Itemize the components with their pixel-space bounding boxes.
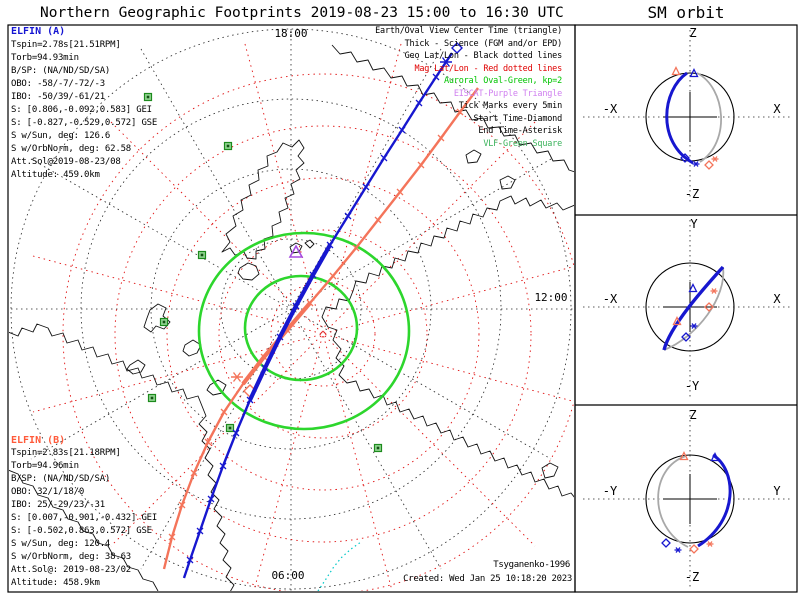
- legend-item: Mag Lat/Lon - Red dotted lines: [414, 64, 562, 74]
- elfin-b-param-line: S: [0.007,-0.901,-0.432] GEI: [11, 513, 158, 523]
- figure-title: Northern Geographic Footprints 2019-08-2…: [40, 5, 564, 21]
- eiscat-triangle-icon: [288, 244, 304, 258]
- time-label-06: 06:00: [271, 569, 305, 582]
- axis-label: -Y: [684, 379, 700, 393]
- axis-label: Y: [690, 217, 698, 231]
- legend-item: Thick - Science (FGM and/or EPD): [404, 39, 563, 49]
- elfin-b-param-line: S w/OrbNorm, deg: 38.63: [11, 552, 132, 562]
- legend-item: Start Time-Diamond: [473, 114, 562, 124]
- legend-item: EISCAT-Purple Triangle: [453, 89, 562, 99]
- elfin-b-tick-marks: [168, 108, 464, 541]
- elfin-a-start-diamond-icon: [451, 42, 463, 54]
- geo-grid: [9, 26, 574, 591]
- sm-orbit-panel-xz: [583, 30, 790, 205]
- axis-label: -X: [602, 102, 618, 116]
- elfin-b-param-line: Torb=94.96min: [11, 461, 79, 471]
- axis-label: X: [773, 102, 781, 116]
- elfin-b-param-line: B/SP: (NA/ND/SD/SA): [11, 474, 111, 484]
- elfin-a-param-line: B/SP: (NA/ND/SD/SA): [11, 66, 111, 76]
- elfin-a-param-line: IBO: -50/39/-61/21: [11, 92, 105, 102]
- axis-label: X: [773, 292, 781, 306]
- elfin-b-param-line: IBO: 25/-29/23/-31: [11, 500, 105, 510]
- elfin-a-param-line: Torb=94.93min: [11, 53, 79, 63]
- sm-orbit-panel-xy: [583, 220, 790, 398]
- elfin-a-param-line: S w/Sun, deg: 126.6: [11, 131, 111, 141]
- elfin-a-label: ELFIN (A): [11, 26, 66, 37]
- elfin-b-end-asterisk-icon: [231, 372, 243, 382]
- elfin-a-param-line: Altitude: 459.0km: [11, 170, 100, 180]
- elfin-a-end-asterisk-icon: [440, 57, 452, 67]
- legend-item: Auroral Oval-Green, kp=2: [443, 76, 562, 86]
- legend-item: Geo Lat/Lon - Black dotted lines: [404, 51, 563, 61]
- axis-label: -Z: [684, 187, 700, 201]
- elfin-b-param-line: OBO: 32/1/18/0: [11, 487, 85, 497]
- elfin-a-track: [182, 42, 463, 579]
- sm-orbit-title: SM orbit: [647, 3, 725, 22]
- vlf-station-squares: [143, 92, 383, 453]
- elfin-a-param-line: OBO: -58/-7/-72/-3: [11, 79, 105, 89]
- elfin-b-param-line: S w/Sun, deg: 120.4: [11, 539, 111, 549]
- sm-orbit-panel-yz: [583, 410, 790, 588]
- legend-item: Earth/Oval View Center Time (triangle): [375, 26, 562, 36]
- created-credit: Created: Wed Jan 25 10:18:20 2023: [403, 574, 572, 584]
- elfin-a-param-line: S: [-0.827,-0.529,0.572] GSE: [11, 118, 158, 128]
- axis-label: Y: [773, 484, 781, 498]
- auroral-oval: [197, 231, 411, 431]
- legend-item: End Time-Asterisk: [478, 126, 562, 136]
- axis-label: -Z: [684, 570, 700, 584]
- time-label-18: 18:00: [274, 27, 308, 40]
- time-label-12: 12:00: [534, 291, 568, 304]
- axis-label: -X: [602, 292, 618, 306]
- cyan-dotted-line: [317, 541, 362, 591]
- elfin-b-param-line: Tspin=2.83s[21.18RPM]: [11, 448, 121, 458]
- legend-item: VLF-Green Square: [483, 139, 562, 149]
- elfin-a-param-line: S w/OrbNorm, deg: 62.58: [11, 144, 132, 154]
- elfin-b-param-line: Altitude: 458.9km: [11, 578, 100, 588]
- model-credit: Tsyganenko-1996: [493, 560, 570, 570]
- coastlines: [9, 44, 574, 591]
- elfin-b-label: ELFIN (B): [11, 435, 66, 446]
- elfin-b-param-line: S: [-0.502,0.863,0.572] GSE: [11, 526, 152, 536]
- axis-label: Z: [689, 26, 697, 40]
- panel-frames: [7, 24, 798, 593]
- legend-item: Tick Marks every 5min: [458, 101, 562, 111]
- elfin-a-param-line: Tspin=2.78s[21.51RPM]: [11, 40, 121, 50]
- mag-grid: [32, 43, 574, 591]
- elfin-a-tick-marks: [186, 73, 440, 564]
- axis-label: Z: [689, 408, 697, 422]
- elfin-a-param-line: Att.Sol@2019-08-23/08: [11, 157, 121, 167]
- axis-label: -Y: [602, 484, 618, 498]
- elfin-b-param-line: Att.Sol@: 2019-08-23/02: [11, 565, 132, 575]
- elfin-a-param-line: S: [0.806,-0.092,0.583] GEI: [11, 105, 152, 115]
